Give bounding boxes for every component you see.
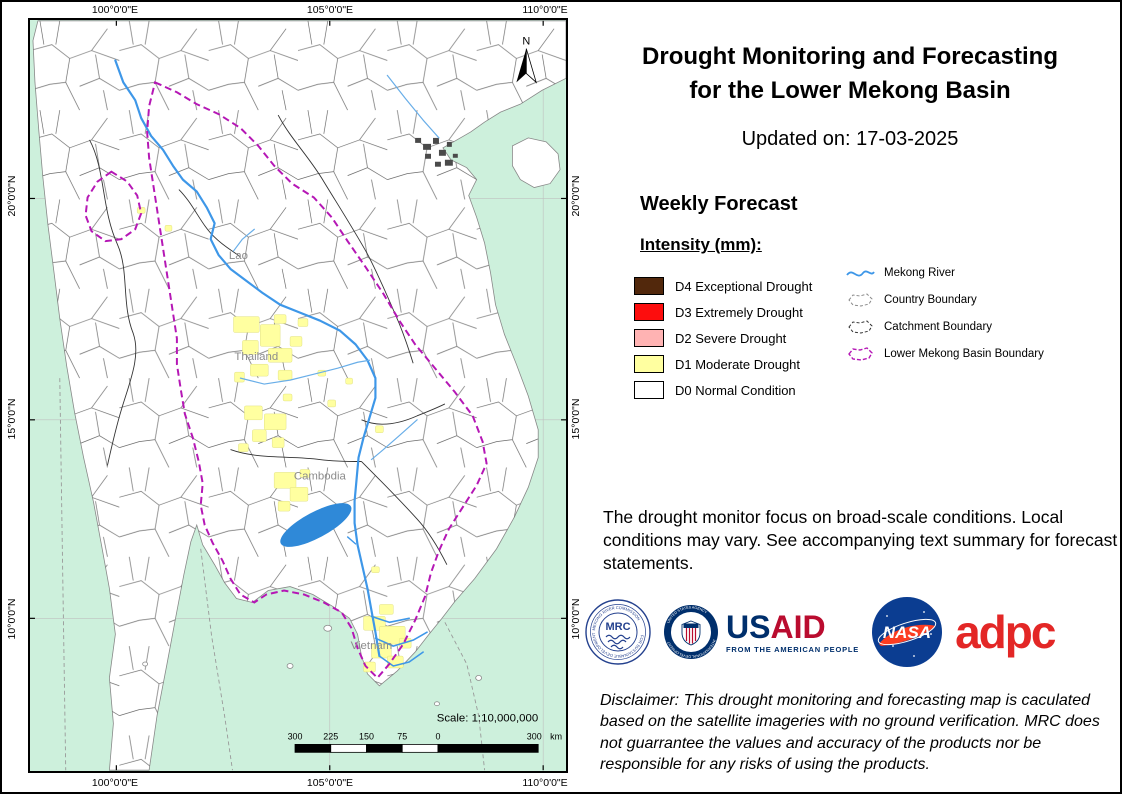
svg-text:NASA: NASA: [883, 623, 931, 642]
legend-item: Mekong River: [845, 264, 1044, 282]
usaid-tagline: FROM THE AMERICAN PEOPLE: [726, 644, 860, 654]
svg-text:MRC: MRC: [605, 621, 630, 633]
legend-label: Catchment Boundary: [884, 321, 993, 333]
scale-bar: Scale: 1:10,000,000 300 225 150 75 0 300…: [288, 713, 562, 753]
label-cambodia: Cambodia: [294, 470, 347, 482]
legend-item: Catchment Boundary: [845, 318, 1044, 336]
legend-label: D1 Moderate Drought: [675, 356, 801, 372]
legend-swatch-d3: [634, 303, 664, 321]
coord-label: 10°0'0"N: [6, 598, 18, 640]
coord-label: 10°0'0"N: [570, 598, 582, 640]
svg-text:225: 225: [323, 731, 338, 741]
svg-text:150: 150: [359, 731, 374, 741]
basin-boundary: [84, 80, 488, 680]
mrc-logo: MEKONG RIVER COMMISSION FOR SUSTAINABLE …: [585, 599, 651, 665]
legend-item: D0 Normal Condition: [634, 380, 812, 400]
legend-label: D0 Normal Condition: [675, 382, 796, 398]
map-canvas: Lao Thailand Cambodia Vietnam N Scale: 1…: [28, 18, 568, 773]
note-text: The drought monitor focus on broad-scale…: [603, 507, 1118, 574]
legend-label: Lower Mekong Basin Boundary: [884, 348, 1044, 360]
country-boundary-icon: [848, 293, 873, 307]
svg-text:N: N: [522, 36, 530, 48]
legend-item: Country Boundary: [845, 291, 1044, 309]
coord-label: 110°0'0"E: [522, 4, 568, 16]
usaid-logo: UNITED STATES AGENCY INTERNATIONAL DEVEL…: [662, 603, 859, 661]
legend-label: D2 Severe Drought: [675, 330, 787, 346]
coord-label: 15°0'0"N: [570, 398, 582, 440]
islands: [142, 137, 561, 707]
legend-label: D3 Extremely Drought: [675, 304, 803, 320]
legend-item: D3 Extremely Drought: [634, 302, 812, 322]
nasa-logo: NASA: [872, 597, 943, 667]
svg-text:0: 0: [435, 731, 440, 741]
title-line-1: Drought Monitoring and Forecasting: [642, 43, 1058, 70]
basin-boundary-icon: [848, 347, 873, 361]
logos-row: MEKONG RIVER COMMISSION FOR SUSTAINABLE …: [584, 592, 1120, 672]
coord-label: 20°0'0"N: [6, 175, 18, 217]
adpc-logo: adpc: [955, 606, 1056, 658]
svg-text:300: 300: [288, 731, 303, 741]
country-borders: [89, 114, 448, 565]
river-line-icon: [846, 270, 875, 277]
coord-label: 105°0'0"E: [306, 777, 354, 789]
legend-item: Lower Mekong Basin Boundary: [845, 345, 1044, 363]
coord-label: 110°0'0"E: [522, 777, 568, 789]
legend-label: Country Boundary: [884, 294, 977, 306]
drought-legend: D4 Exceptional Drought D3 Extremely Drou…: [634, 276, 812, 400]
catchment-boundary-icon: [848, 320, 873, 334]
updated-date: Updated on: 17-03-2025: [741, 128, 959, 150]
legend-label: Mekong River: [884, 267, 955, 279]
coord-label: 100°0'0"E: [91, 777, 139, 789]
legend-swatch-d0: [634, 381, 664, 399]
drought-d1-cells: [137, 207, 412, 673]
hainan-island: [512, 137, 561, 188]
legend-swatch-d4: [634, 277, 664, 295]
coord-label: 15°0'0"N: [6, 398, 18, 440]
maritime-boundary-lines: [59, 378, 486, 771]
mekong-river-lines: [114, 59, 440, 667]
coord-label: 100°0'0"E: [91, 4, 139, 16]
line-legend: Mekong River Country Boundary Catchment …: [845, 264, 1044, 363]
legend-item: D1 Moderate Drought: [634, 354, 812, 374]
legend-item: D2 Severe Drought: [634, 328, 812, 348]
usaid-seal-icon: UNITED STATES AGENCY INTERNATIONAL DEVEL…: [664, 605, 718, 659]
legend-swatch-d2: [634, 329, 664, 347]
highland-cells: [415, 137, 458, 167]
intensity-heading: Intensity (mm):: [640, 235, 762, 254]
legend-item: D4 Exceptional Drought: [634, 276, 812, 296]
coord-label: 105°0'0"E: [306, 4, 354, 16]
usaid-aid: AID: [770, 608, 826, 645]
coord-label: 20°0'0"N: [570, 175, 582, 217]
svg-text:300: 300: [527, 731, 542, 741]
scale-text: Scale: 1:10,000,000: [437, 713, 538, 725]
usaid-us: US: [726, 608, 771, 645]
country-name-labels: Lao Thailand Cambodia Vietnam: [229, 250, 392, 652]
tonle-sap-lake: [280, 503, 352, 547]
title-line-2: for the Lower Mekong Basin: [689, 76, 1011, 104]
label-thailand: Thailand: [234, 351, 278, 363]
scale-unit: km: [550, 731, 562, 741]
province-boundaries: [32, 20, 566, 771]
frame-tick-marks: [30, 20, 566, 771]
legend-label: D4 Exceptional Drought: [675, 278, 813, 294]
disclaimer-text: Disclaimer: This drought monitoring and …: [600, 692, 1100, 773]
legend-swatch-d1: [634, 355, 664, 373]
page-title: Drought Monitoring and Forecasting for t…: [580, 40, 1120, 107]
svg-text:75: 75: [397, 731, 407, 741]
label-lao: Lao: [229, 250, 248, 262]
label-vietnam: Vietnam: [351, 640, 393, 652]
forecast-heading: Weekly Forecast: [640, 193, 798, 215]
usaid-wordmark: USAID FROM THE AMERICAN PEOPLE: [726, 611, 859, 654]
